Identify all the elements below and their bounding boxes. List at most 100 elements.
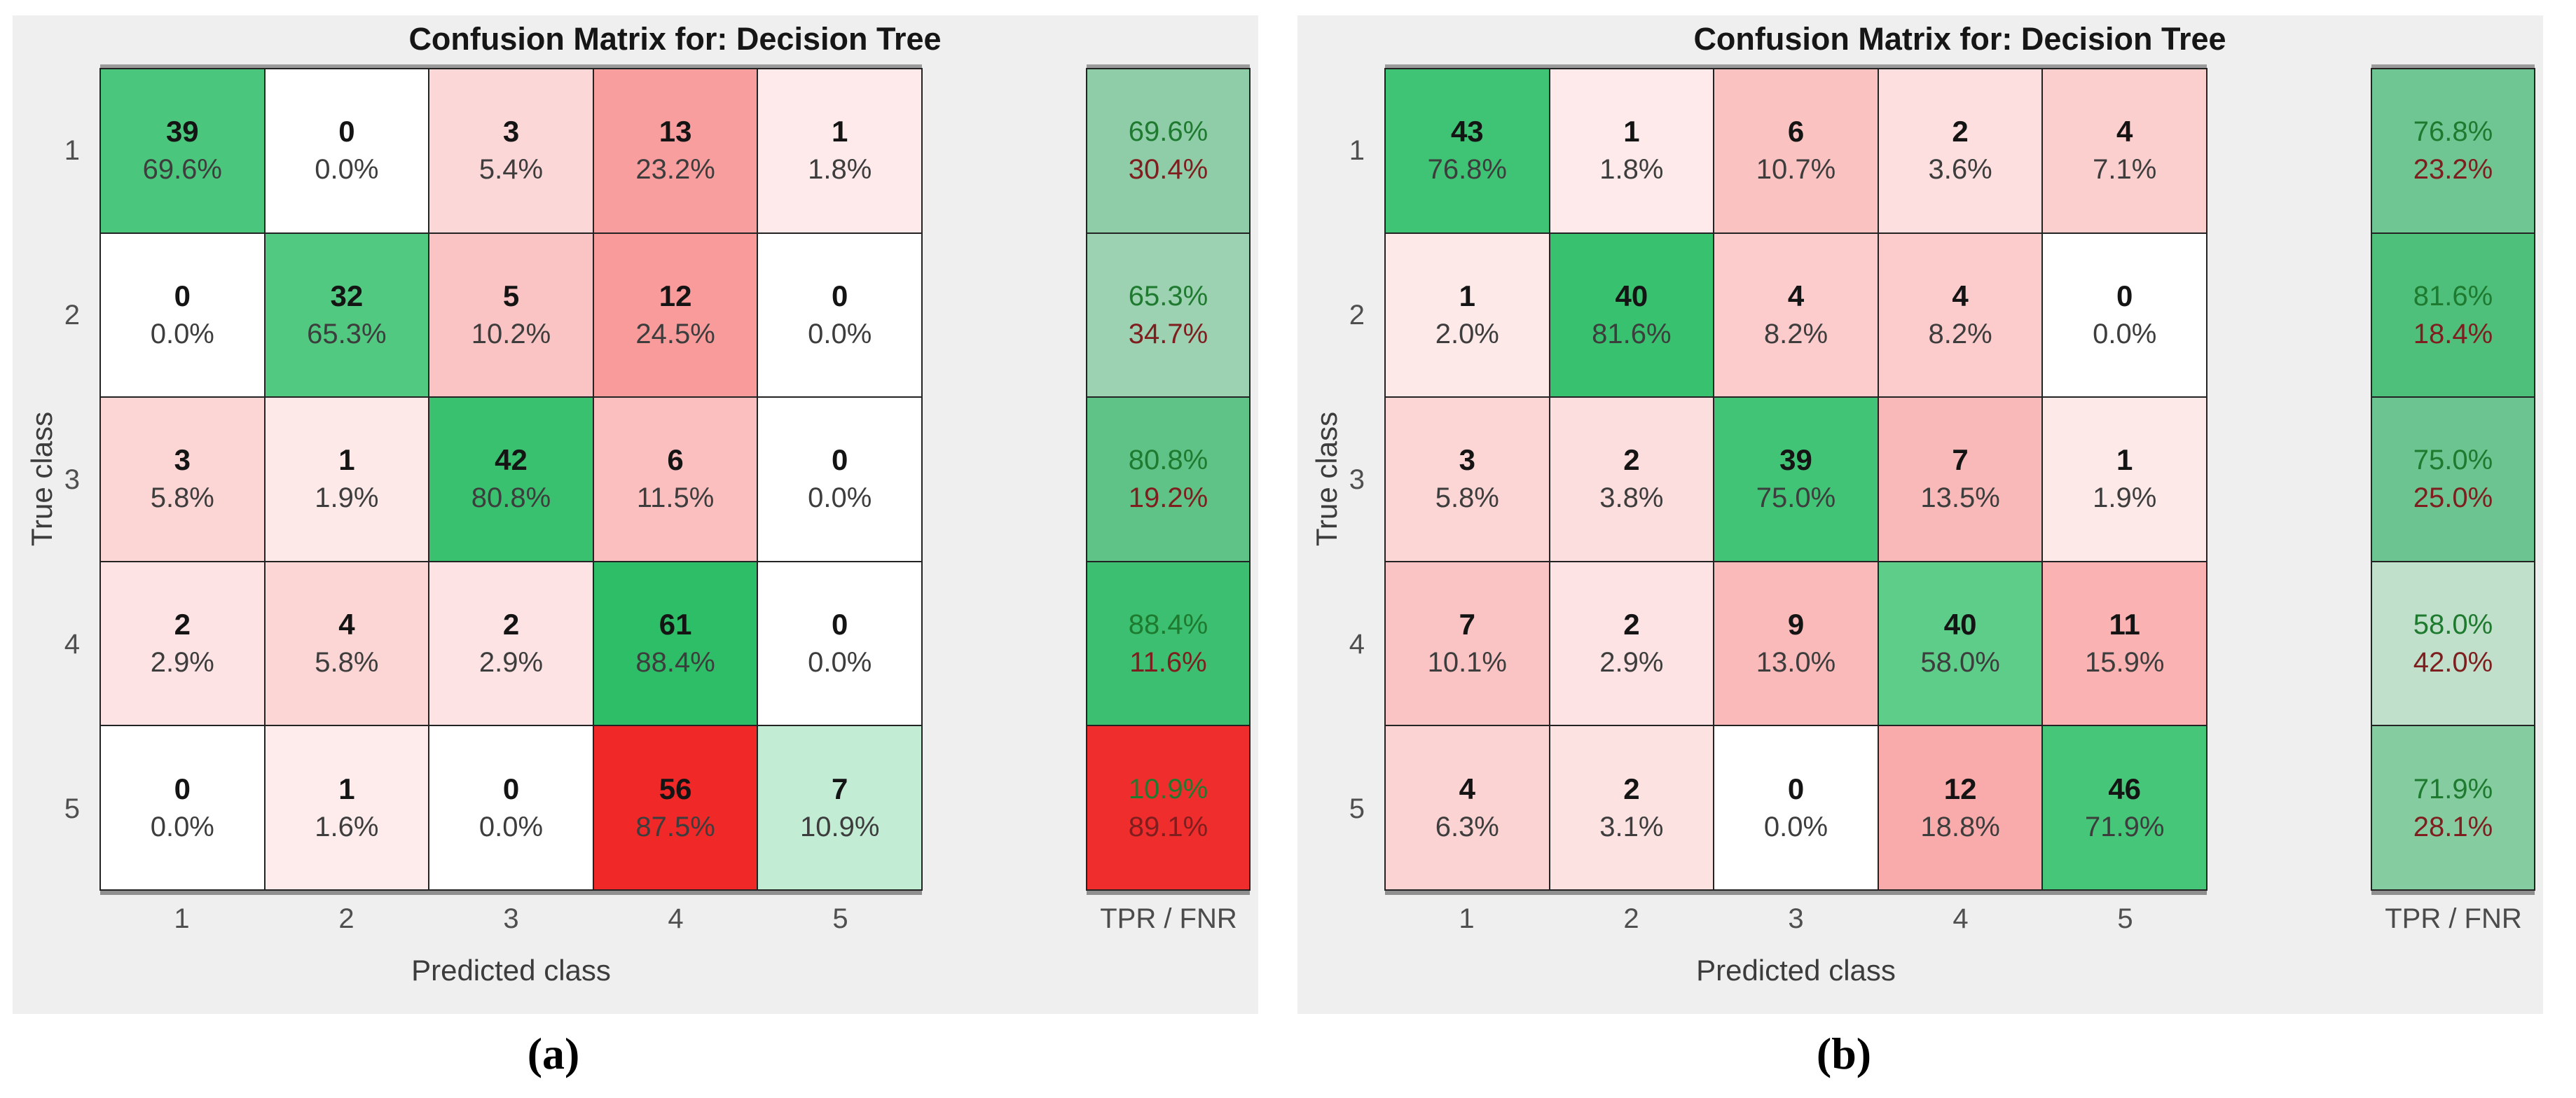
matrix-cell-r2c2: 32 65.3% (265, 233, 429, 397)
fnr-value: 89.1% (1128, 811, 1208, 842)
cell-percent: 11.5% (636, 482, 715, 514)
matrix-cell-r3c5: 1 1.9% (2043, 398, 2206, 561)
cell-count: 0 (338, 115, 355, 148)
cell-count: 4 (2116, 115, 2133, 148)
fnr-value: 18.4% (2413, 318, 2493, 349)
tpr-cell-r2: 65.3% 34.7% (1087, 233, 1249, 397)
tpr-column: 69.6% 30.4% 65.3% 34.7% 80.8% 19.2% 88.4% 11.6%… (1086, 68, 1251, 891)
tpr-cell-r5: 71.9% 28.1% (2372, 726, 2534, 889)
matrix-cell-r3c2: 2 3.8% (1550, 398, 1714, 561)
fnr-value: 25.0% (2413, 482, 2493, 514)
cell-count: 2 (1623, 608, 1640, 641)
cell-count: 40 (1943, 608, 1977, 641)
cell-percent: 5.8% (315, 647, 379, 679)
matrix-grid: 43 76.8% 1 1.8% 6 10.7% 2 3.6% 4 7.1% 1 2.0% 40 81.6%… (1384, 68, 2207, 891)
matrix-cell-r4c2: 4 5.8% (265, 562, 429, 725)
cell-percent: 65.3% (307, 318, 387, 349)
cell-percent: 0.0% (150, 318, 214, 349)
cell-percent: 1.8% (808, 154, 872, 186)
tpr-cell-r2: 81.6% 18.4% (2372, 233, 2534, 397)
matrix-cell-r2c3: 4 8.2% (1714, 233, 1878, 397)
cell-percent: 58.0% (1920, 647, 2000, 679)
matrix-cell-r1c3: 3 5.4% (429, 69, 593, 232)
x-tick: 2 (1623, 903, 1639, 934)
cell-percent: 10.9% (799, 811, 880, 842)
y-tick: 2 (1349, 299, 1365, 331)
cell-count: 4 (1459, 772, 1475, 805)
matrix-cell-r3c1: 3 5.8% (101, 398, 264, 561)
cell-count: 39 (165, 115, 199, 148)
cell-count: 2 (1952, 115, 1969, 148)
cell-percent: 13.5% (1920, 482, 2000, 514)
x-tick: 4 (1952, 903, 1969, 934)
tpr-cell-r3: 75.0% 25.0% (2372, 398, 2534, 561)
cell-count: 3 (502, 115, 520, 148)
matrix-cell-r5c4: 12 18.8% (1878, 726, 2042, 889)
cell-count: 4 (338, 608, 355, 641)
tpr-value: 81.6% (2413, 280, 2493, 312)
matrix-cell-r3c3: 39 75.0% (1714, 398, 1878, 561)
matrix-cell-r3c2: 1 1.9% (265, 398, 429, 561)
cell-percent: 2.9% (478, 647, 544, 679)
matrix-cell-r1c5: 1 1.8% (758, 69, 921, 232)
confusion-matrix-panel-a: Confusion Matrix for: Decision Tree True… (13, 15, 1258, 1014)
cell-percent: 3.8% (1599, 482, 1664, 514)
cell-count: 42 (495, 443, 528, 477)
cell-count: 2 (502, 608, 520, 641)
cell-percent: 8.2% (1928, 318, 1992, 349)
cell-count: 61 (659, 608, 692, 641)
cell-count: 2 (174, 608, 191, 641)
cell-percent: 88.4% (635, 647, 715, 679)
cell-percent: 15.9% (2084, 647, 2165, 679)
cell-count: 0 (502, 772, 520, 805)
cell-count: 0 (174, 772, 191, 805)
matrix-grid: 39 69.6% 0 0.0% 3 5.4% 13 23.2% 1 1.8% 0 0.0% 32 65.3… (99, 68, 923, 891)
matrix-cell-r5c1: 0 0.0% (101, 726, 264, 889)
cell-percent: 10.1% (1427, 647, 1507, 679)
matrix-cell-r5c2: 2 3.1% (1550, 726, 1714, 889)
fnr-value: 19.2% (1128, 482, 1208, 514)
cell-count: 0 (174, 279, 191, 312)
matrix-cell-r4c5: 11 15.9% (2043, 562, 2206, 725)
cell-count: 9 (1787, 608, 1805, 641)
fnr-value: 34.7% (1128, 318, 1208, 349)
cell-count: 4 (1787, 279, 1805, 312)
cell-percent: 13.0% (1756, 647, 1836, 679)
caption-a: (a) (527, 1029, 580, 1078)
matrix-cell-r2c5: 0 0.0% (2043, 233, 2206, 397)
tpr-value: 10.9% (1128, 773, 1208, 805)
y-tick: 4 (64, 628, 80, 660)
matrix-cell-r2c1: 1 2.0% (1386, 233, 1549, 397)
cell-percent: 10.2% (471, 318, 551, 349)
matrix-cell-r2c5: 0 0.0% (758, 233, 921, 397)
fnr-value: 30.4% (1128, 154, 1208, 186)
matrix-cell-r1c1: 43 76.8% (1386, 69, 1549, 232)
cell-percent: 81.6% (1592, 318, 1672, 349)
cell-count: 46 (2108, 772, 2142, 805)
matrix-cell-r4c3: 9 13.0% (1714, 562, 1878, 725)
cell-count: 1 (1459, 279, 1475, 312)
matrix-cell-r2c2: 40 81.6% (1550, 233, 1714, 397)
matrix-cell-r4c3: 2 2.9% (429, 562, 593, 725)
matrix-cell-r5c2: 1 1.6% (265, 726, 429, 889)
cell-count: 12 (659, 279, 692, 312)
cell-count: 0 (832, 608, 848, 641)
cell-percent: 69.6% (142, 154, 222, 186)
cell-count: 12 (1943, 772, 1977, 805)
y-tick-labels: 1 2 3 4 5 (1306, 68, 1365, 891)
x-tick: 3 (503, 903, 519, 934)
matrix-cell-r4c4: 40 58.0% (1878, 562, 2042, 725)
tpr-value: 88.4% (1128, 609, 1208, 641)
tpr-cell-r1: 76.8% 23.2% (2372, 69, 2534, 232)
cell-count: 39 (1779, 443, 1812, 477)
cell-percent: 71.9% (2084, 811, 2165, 842)
cell-count: 0 (1787, 772, 1805, 805)
y-tick: 4 (1349, 628, 1365, 660)
cell-percent: 0.0% (478, 811, 544, 842)
matrix-cell-r4c1: 2 2.9% (101, 562, 264, 725)
fnr-value: 28.1% (2413, 811, 2493, 842)
cell-percent: 3.1% (1599, 811, 1664, 842)
chart-title: Confusion Matrix for: Decision Tree (1693, 21, 2226, 57)
tpr-value: 71.9% (2413, 773, 2493, 805)
